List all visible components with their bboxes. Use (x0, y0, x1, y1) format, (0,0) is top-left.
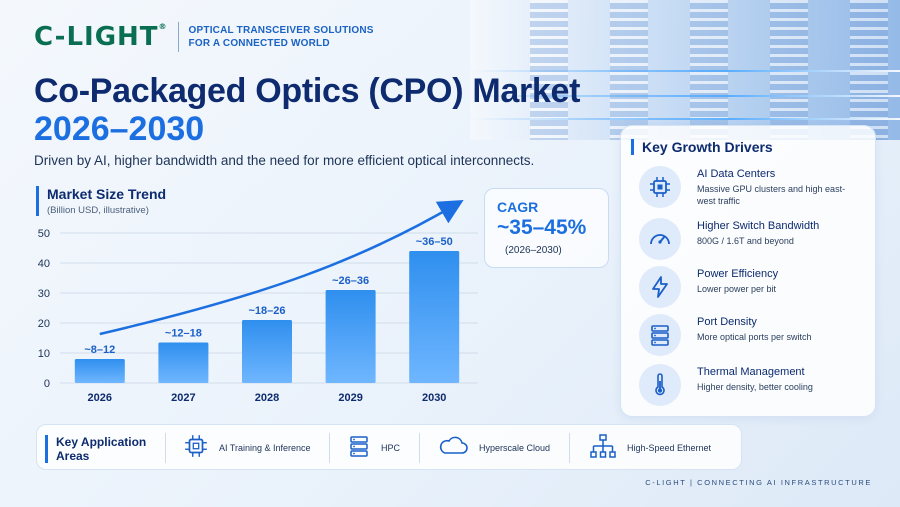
page-lede: Driven by AI, higher bandwidth and the n… (34, 153, 535, 168)
y-tick-label: 20 (38, 318, 50, 330)
y-tick-label: 30 (38, 288, 50, 300)
y-tick-label: 50 (38, 228, 50, 240)
chart-heading: Market Size Trend (Billion USD, illustra… (36, 186, 166, 216)
header-divider (177, 22, 179, 52)
cagr-label: CAGR (497, 199, 539, 215)
cagr-value: ~35–45% (497, 216, 587, 239)
driver-switch-bandwidth: Higher Switch Bandwidth 800G / 1.6T and … (639, 218, 869, 266)
data-label: ~12–18 (165, 328, 202, 340)
app-hpc: HPC (347, 433, 400, 463)
speedometer-icon (639, 218, 681, 260)
data-label: ~36–50 (416, 236, 453, 248)
thermometer-icon (639, 364, 681, 406)
x-tick-label: 2029 (338, 392, 362, 404)
c-light-logo: C-LIGHT® (34, 22, 168, 52)
brand-tagline: OPTICAL TRANSCEIVER SOLUTIONS FOR A CONN… (188, 25, 374, 49)
bar-2028 (242, 320, 292, 383)
lightning-icon (639, 266, 681, 308)
chip-icon (183, 433, 209, 464)
cagr-period: (2026–2030) (505, 245, 562, 256)
bar-2027 (158, 342, 209, 383)
cagr-card: CAGR ~35–45% (2026–2030) (484, 188, 609, 268)
x-tick-label: 2028 (255, 392, 279, 404)
trend-arrow (99, 199, 464, 336)
bar-2030 (409, 251, 460, 383)
network-icon (589, 433, 617, 464)
bar-2029 (325, 290, 376, 383)
driver-ai-data-centers: AI Data Centers Massive GPU clusters and… (639, 166, 869, 214)
chip-icon (639, 166, 681, 208)
server-room-background (470, 0, 900, 140)
footer-tagline: C-LIGHT | CONNECTING AI INFRASTRUCTURE (645, 478, 872, 487)
x-tick-label: 2030 (422, 392, 446, 404)
x-tick-label: 2027 (171, 392, 195, 404)
app-hyperscale-cloud: Hyperscale Cloud (437, 433, 550, 463)
driver-port-density: Port Density More optical ports per swit… (639, 314, 869, 362)
bar-2026 (74, 359, 125, 383)
app-ai-training: AI Training & Inference (183, 433, 311, 463)
chart-title: Market Size Trend (47, 186, 167, 202)
driver-thermal-management: Thermal Management Higher density, bette… (639, 364, 869, 412)
y-tick-label: 0 (44, 378, 50, 390)
y-tick-label: 40 (38, 258, 50, 270)
server-icon (347, 434, 371, 463)
driver-power-efficiency: Power Efficiency Lower power per bit (639, 266, 869, 314)
growth-drivers-panel: Key Growth Drivers AI Data Centers Massi… (620, 125, 876, 417)
brand-header: C-LIGHT® OPTICAL TRANSCEIVER SOLUTIONS F… (34, 22, 374, 52)
app-high-speed-ethernet: High-Speed Ethernet (589, 433, 711, 463)
data-label: ~8–12 (84, 344, 115, 356)
chart-subtitle: (Billion USD, illustrative) (47, 205, 149, 216)
y-tick-label: 10 (38, 348, 50, 360)
application-areas-bar: Key Application Areas AI Training & Infe… (36, 424, 742, 470)
drivers-heading: Key Growth Drivers (631, 139, 773, 155)
page-title-years: 2026–2030 (34, 110, 205, 148)
data-label: ~18–26 (248, 305, 285, 317)
x-tick-label: 2026 (88, 392, 112, 404)
cloud-icon (437, 434, 469, 463)
page-title: Co-Packaged Optics (CPO) Market (34, 72, 581, 110)
apps-heading: Key Application Areas (45, 435, 155, 463)
server-rack-icon (639, 314, 681, 356)
data-label: ~26–36 (332, 275, 369, 287)
